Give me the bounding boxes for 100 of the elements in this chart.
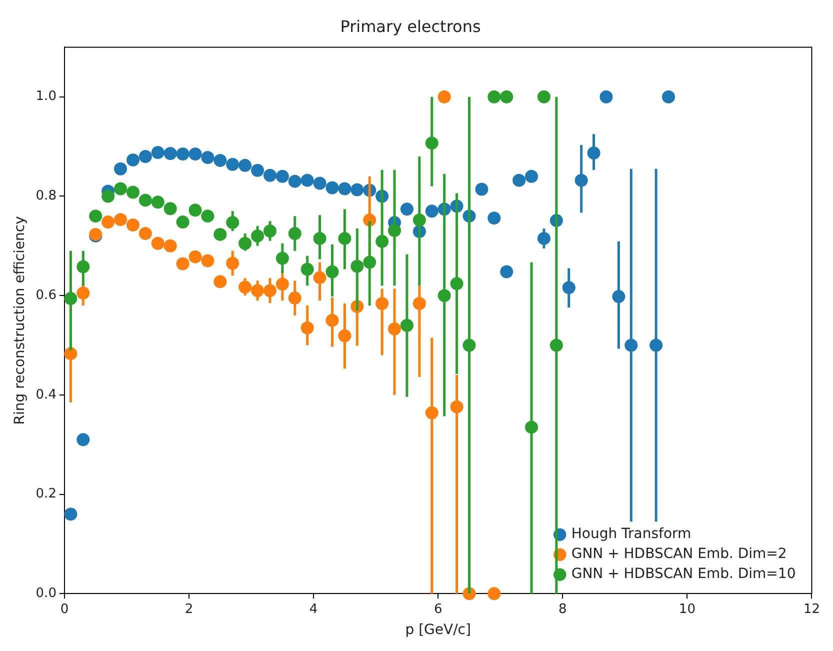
point [425, 406, 438, 420]
point [338, 232, 352, 245]
point [126, 186, 140, 199]
point [612, 290, 626, 304]
point [587, 146, 600, 160]
point [650, 338, 663, 352]
point [412, 297, 426, 310]
point [512, 174, 526, 187]
point [164, 147, 177, 160]
point [438, 90, 451, 104]
point [89, 210, 102, 223]
point [201, 150, 214, 164]
y-tick-label: 0.2 [36, 486, 56, 502]
point [164, 202, 177, 216]
legend-label: Hough Transform [571, 526, 692, 542]
point [425, 136, 438, 150]
point [126, 218, 140, 232]
point [76, 433, 90, 446]
point [263, 284, 276, 298]
point [338, 182, 352, 196]
point [114, 182, 128, 196]
point [574, 174, 588, 187]
point [363, 256, 376, 269]
point [326, 314, 339, 327]
point [114, 162, 128, 176]
point [263, 224, 276, 238]
point [276, 278, 289, 291]
point [488, 90, 501, 104]
point [662, 90, 676, 104]
point [450, 400, 464, 414]
point [376, 234, 389, 248]
point [624, 338, 638, 352]
point [64, 508, 78, 521]
point [238, 280, 252, 294]
point [350, 260, 364, 273]
point [214, 228, 227, 241]
point [251, 229, 264, 242]
point [537, 90, 550, 104]
point [226, 216, 240, 230]
point [276, 252, 289, 265]
point [288, 292, 302, 305]
point [188, 204, 202, 217]
point [214, 154, 227, 167]
point [288, 174, 302, 188]
point [500, 90, 514, 104]
point [238, 158, 252, 172]
point [151, 146, 164, 160]
point [151, 196, 164, 209]
point [562, 281, 576, 294]
point [488, 587, 501, 600]
point [138, 226, 152, 240]
point [550, 338, 563, 352]
point [201, 254, 214, 268]
point [76, 260, 90, 274]
point [114, 213, 128, 226]
point [326, 181, 339, 194]
x-tick-label: 2 [184, 602, 194, 617]
y-axis-title: Ring reconstruction efficiency [12, 216, 28, 425]
point [450, 277, 464, 290]
point [188, 147, 202, 160]
y-tick-label: 0.4 [36, 387, 56, 402]
point [400, 318, 414, 332]
point [313, 232, 326, 245]
y-tick-label: 0.0 [36, 586, 56, 601]
point [238, 236, 252, 250]
point [300, 262, 314, 276]
point [64, 347, 78, 360]
point [488, 212, 501, 225]
point [475, 182, 488, 196]
x-tick-label: 8 [558, 602, 567, 617]
point [64, 292, 78, 306]
point [138, 150, 152, 163]
x-tick-label: 6 [434, 602, 442, 617]
legend-label: GNN + HDBSCAN Emb. Dim=2 [571, 546, 787, 562]
point [263, 168, 276, 182]
point [188, 250, 202, 264]
point [338, 329, 352, 342]
point [313, 176, 326, 190]
point [388, 322, 402, 336]
point [151, 236, 164, 250]
point [537, 232, 550, 245]
point [425, 204, 438, 218]
point [176, 216, 190, 229]
point [138, 194, 152, 207]
point [226, 158, 240, 171]
point [226, 256, 240, 270]
point [376, 297, 389, 310]
x-axis-title: p [GeV/c] [405, 622, 471, 638]
point [350, 183, 364, 196]
point [388, 224, 402, 237]
point [214, 275, 227, 288]
point [400, 202, 414, 216]
point [600, 90, 613, 104]
point [164, 239, 177, 252]
point [176, 147, 190, 160]
point [76, 286, 90, 300]
x-tick-label: 0 [60, 602, 69, 617]
y-tick-label: 0.8 [36, 188, 56, 204]
point [201, 210, 214, 223]
x-tick-label: 12 [803, 602, 820, 617]
